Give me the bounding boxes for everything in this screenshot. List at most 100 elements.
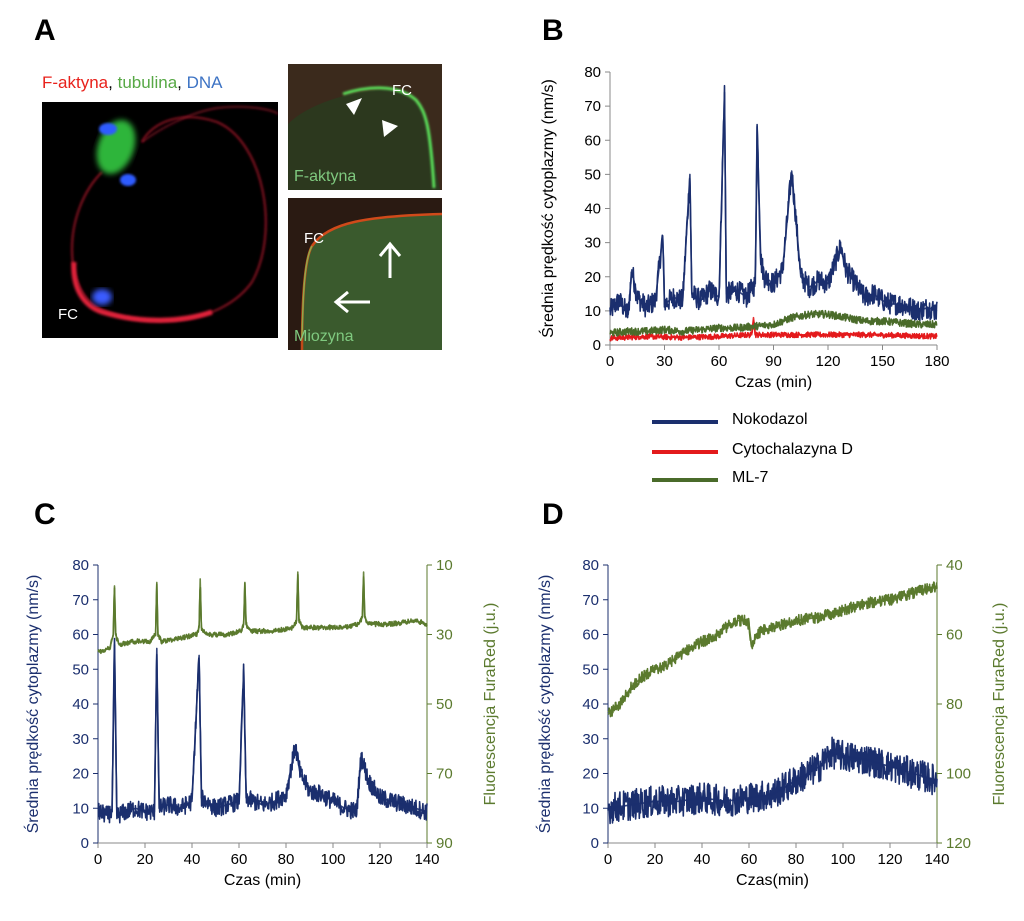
- chart-b-x-axis-label: Czas (min): [735, 374, 812, 391]
- chart-c-ytick-label-6: 60: [72, 627, 89, 644]
- chart-d-series-0-line: [607, 736, 938, 825]
- legend-swatch-cytochalazyna: [652, 450, 718, 454]
- chart-c-y2tick-label-1: 30: [436, 627, 453, 644]
- chart-b-xtick-label-2: 60: [711, 353, 728, 370]
- chart-c-ytick-label-7: 70: [72, 592, 89, 609]
- chart-d-xtick-label-3: 60: [741, 851, 758, 868]
- chart-c-ytick-label-8: 80: [72, 557, 89, 574]
- chart-d-x-axis-label: Czas(min): [736, 872, 809, 889]
- chart-d-ytick-label-6: 60: [582, 627, 599, 644]
- legend-item-nokodazol: Nokodazol: [652, 410, 952, 434]
- caption-dna: DNA: [186, 73, 223, 92]
- arrow-left: [333, 290, 370, 314]
- chart-c-y2tick-label-0: 10: [436, 557, 453, 574]
- chart-b-ytick-label-1: 10: [584, 303, 601, 320]
- chart-c-ytick-label-0: 0: [81, 835, 89, 852]
- chart-b-ytick-label-0: 0: [593, 337, 601, 354]
- factin-image: [288, 64, 442, 190]
- legend-label-nokodazol: Nokodazol: [732, 411, 808, 428]
- myosin-micrograph: FC Miozyna: [288, 198, 442, 350]
- factin-stain-label: F-aktyna: [294, 168, 357, 185]
- legend-item-ml7: ML-7: [652, 468, 952, 492]
- chart-b-xtick-label-5: 150: [870, 353, 895, 370]
- chart-d-xtick-label-6: 120: [877, 851, 902, 868]
- fc-label-main: FC: [58, 306, 78, 323]
- chart-b-ytick-label-5: 50: [584, 166, 601, 183]
- chart-c-ytick-label-5: 50: [72, 661, 89, 678]
- chart-c-ytick-label-1: 10: [72, 800, 89, 817]
- chart-b-ytick-label-2: 20: [584, 269, 601, 286]
- chart-c-ytick-label-4: 40: [72, 696, 89, 713]
- chart-c-y2tick-label-4: 90: [436, 835, 453, 852]
- chart-d-xtick-label-1: 20: [647, 851, 664, 868]
- legend-item-cytochalazyna: Cytochalazyna D: [652, 440, 952, 464]
- chart-d-y2tick-label-3: 100: [946, 766, 971, 783]
- chart-b-series-0-peaks: [609, 91, 938, 316]
- main-micrograph: FC: [42, 102, 278, 338]
- panel-letter-d: D: [542, 498, 564, 531]
- chart-d-y2tick-label-1: 60: [946, 627, 963, 644]
- chart-c-ytick-label-2: 20: [72, 766, 89, 783]
- chart-c-series-0-peaks: [97, 644, 428, 817]
- chart-b-ytick-label-7: 70: [584, 98, 601, 115]
- chart-d-ytick-label-8: 80: [582, 557, 599, 574]
- chart-b-y-axis-label: Średnia prędkość cytoplazmy (nm/s): [538, 79, 557, 338]
- chart-c-xtick-label-5: 100: [320, 851, 345, 868]
- chart-b-series-0-line: [609, 84, 938, 322]
- chart-d-xtick-label-0: 0: [604, 851, 612, 868]
- chart-c-y2tick-label-3: 70: [436, 766, 453, 783]
- chart-c-xtick-label-3: 60: [231, 851, 248, 868]
- cell-image: [71, 105, 278, 323]
- chart-b-xtick-label-3: 90: [765, 353, 782, 370]
- chart-b-ytick-label-4: 40: [584, 201, 601, 218]
- chart-c-xtick-label-6: 120: [367, 851, 392, 868]
- chart-d-y2tick-label-4: 120: [946, 835, 971, 852]
- chart-c-xtick-label-2: 40: [184, 851, 201, 868]
- chart-c-y2tick-label-2: 50: [436, 696, 453, 713]
- chart-d-xtick-label-7: 140: [924, 851, 949, 868]
- caption-factin: F-aktyna: [42, 73, 109, 92]
- factin-micrograph: FC F-aktyna: [288, 64, 442, 190]
- chart-c-series-1-peaks: [97, 571, 428, 653]
- chart-b-ytick-label-8: 80: [584, 64, 601, 81]
- chart-c-xtick-label-0: 0: [94, 851, 102, 868]
- panel-letter-c: C: [34, 498, 56, 531]
- myosin-stain-label: Miozyna: [294, 328, 354, 345]
- chart-d-series-1-line: [607, 581, 938, 718]
- chart-d-series-0-peaks: [607, 751, 938, 810]
- chart-c-y-axis-label: Średnia prędkość cytoplazmy (nm/s): [23, 575, 42, 834]
- chart-d-y2-axis-label: Fluorescencja FuraRed (j.u.): [991, 603, 1008, 806]
- chart-d-ytick-label-0: 0: [591, 835, 599, 852]
- chart-c-x-axis-label: Czas (min): [224, 872, 301, 889]
- chart-d-ytick-label-5: 50: [582, 661, 599, 678]
- chart-c-xtick-label-4: 80: [278, 851, 295, 868]
- chart-b-xtick-label-6: 180: [924, 353, 949, 370]
- caption-sep-1: ,: [108, 73, 118, 92]
- fc-label-factin: FC: [392, 82, 412, 99]
- chart-b-xtick-label-4: 120: [815, 353, 840, 370]
- arrowhead-1: [346, 98, 362, 115]
- chart-b-series-2-peaks: [609, 313, 937, 334]
- panel-letter-a: A: [34, 14, 56, 47]
- chart-d-xtick-label-4: 80: [788, 851, 805, 868]
- chart-d-y2tick-label-2: 80: [946, 696, 963, 713]
- arrowhead-2: [382, 120, 398, 137]
- chart-c-xtick-label-7: 140: [414, 851, 439, 868]
- legend-swatch-ml7: [652, 478, 718, 482]
- chart-d-ytick-label-2: 20: [582, 766, 599, 783]
- chart-d-xtick-label-5: 100: [830, 851, 855, 868]
- chart-d-ytick-label-4: 40: [582, 696, 599, 713]
- chart-d-y-axis-label: Średnia prędkość cytoplazmy (nm/s): [535, 575, 554, 834]
- chart-c-y2-axis-label: Fluorescencja FuraRed (j.u.): [482, 603, 499, 806]
- chart-b-xtick-label-1: 30: [656, 353, 673, 370]
- chart-c-ytick-label-3: 30: [72, 731, 89, 748]
- chart-b-ytick-label-6: 60: [584, 132, 601, 149]
- chart-d-y2tick-label-0: 40: [946, 557, 963, 574]
- chart-d-xtick-label-2: 40: [694, 851, 711, 868]
- chart-b-series-2-line: [609, 309, 938, 337]
- legend-label-cytochalazyna: Cytochalazyna D: [732, 441, 853, 458]
- chart-c-xtick-label-1: 20: [137, 851, 154, 868]
- stain-caption: F-aktyna, tubulina, DNA: [42, 73, 223, 93]
- chart-b-xtick-label-0: 0: [606, 353, 614, 370]
